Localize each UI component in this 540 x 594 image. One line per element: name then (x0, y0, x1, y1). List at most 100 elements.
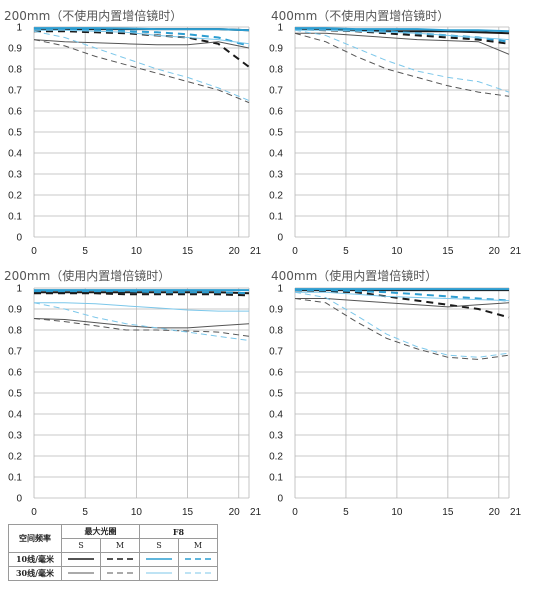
y-tick-label: 0.1 (8, 212, 22, 223)
series-line-2 (34, 292, 250, 297)
x-tick-label: 20 (489, 507, 501, 518)
x-tick-label: 15 (182, 507, 194, 518)
y-tick-label: 0 (277, 494, 283, 505)
y-tick-label: 1 (16, 284, 22, 295)
series-line-3 (33, 318, 250, 329)
y-tick-label: 0.3 (269, 170, 283, 181)
legend-row-30lines: 30线/毫米 (8, 566, 62, 581)
y-tick-label: 0 (277, 233, 283, 244)
legend-swatch-10-f8-s (139, 552, 179, 567)
series-line-7 (34, 302, 249, 312)
x-tick-label: 20 (229, 507, 241, 518)
x-tick-label: 0 (31, 507, 37, 518)
series-line-8 (294, 29, 510, 93)
y-tick-label: 0.4 (269, 410, 283, 421)
x-tick-label: 0 (31, 246, 37, 257)
x-tick-label: 10 (391, 246, 403, 257)
mtf-chart-3: 00.10.20.30.40.50.60.70.80.910 5 10 15 20 21 (8, 284, 261, 519)
series-line-7 (295, 29, 510, 41)
y-tick-label: 1 (277, 284, 283, 295)
legend-header-max-aperture: 最大光圈 (61, 524, 140, 539)
x-tick-label: 20 (229, 246, 241, 257)
legend-swatch-10-max-s (61, 552, 101, 567)
series-line-4 (294, 32, 510, 97)
legend-swatch-30-max-m (100, 566, 140, 581)
y-tick-label: 0.2 (269, 452, 283, 463)
series-line-7 (34, 29, 250, 45)
legend-sub-s-max: S (61, 538, 101, 553)
mtf-chart-4: 00.10.20.30.40.50.60.70.80.910 5 10 15 20 21 (269, 284, 521, 519)
series-line-4 (33, 39, 250, 104)
y-tick-label: 0.8 (269, 65, 283, 76)
y-tick-label: 1 (16, 23, 22, 34)
y-tick-label: 0.1 (8, 473, 22, 484)
legend-sub-m-f8: M (178, 538, 218, 553)
y-tick-label: 0.4 (8, 410, 22, 421)
legend-swatch-10-f8-m (178, 552, 218, 567)
y-tick-label: 0.8 (8, 326, 22, 337)
series-line-4 (33, 318, 250, 337)
y-tick-label: 0.7 (269, 86, 283, 97)
x-tick-label: 5 (343, 507, 349, 518)
y-tick-label: 0.2 (8, 191, 22, 202)
y-tick-label: 0.4 (269, 149, 283, 160)
series-line-3 (295, 298, 510, 308)
y-tick-label: 0.9 (269, 44, 283, 55)
legend-table: 空间频率 最大光圈 F8 S M S M 10线/毫米 30线/毫米 (8, 524, 218, 581)
y-tick-label: 0.7 (269, 347, 283, 358)
y-tick-label: 0.9 (8, 305, 22, 316)
y-tick-label: 0.6 (269, 368, 283, 379)
y-tick-label: 0.5 (8, 128, 22, 139)
series-line-8 (33, 302, 250, 341)
chart-title-400mm-converter: 400mm（使用内置增倍镜时） (271, 269, 438, 283)
x-tick-label: 21 (250, 507, 262, 518)
x-tick-label: 5 (82, 246, 88, 257)
chart-title-400mm-no-converter: 400mm（不使用内置增倍镜时） (271, 9, 450, 23)
y-tick-label: 0 (16, 233, 22, 244)
series-line-5 (34, 27, 250, 32)
x-tick-label: 5 (82, 507, 88, 518)
x-tick-label: 15 (442, 507, 454, 518)
y-tick-label: 0.1 (269, 212, 283, 223)
y-tick-label: 0.5 (269, 389, 283, 400)
legend-swatch-30-f8-m (178, 566, 218, 581)
x-tick-label: 5 (343, 246, 349, 257)
y-tick-label: 0.3 (8, 431, 22, 442)
y-tick-label: 0.3 (269, 431, 283, 442)
legend-swatch-30-f8-s (139, 566, 179, 581)
legend-swatch-10-max-m (100, 552, 140, 567)
mtf-charts-canvas: 00.10.20.30.40.50.60.70.80.910 5 10 15 20 210… (8, 23, 521, 519)
x-tick-label: 0 (292, 246, 298, 257)
series-line-4 (294, 298, 510, 360)
x-tick-label: 20 (489, 246, 501, 257)
y-tick-label: 0.1 (269, 473, 283, 484)
legend-swatch-30-max-s (61, 566, 101, 581)
y-tick-label: 0.3 (8, 170, 22, 181)
y-tick-label: 0.2 (8, 452, 22, 463)
y-tick-label: 0.5 (8, 389, 22, 400)
x-tick-label: 21 (510, 507, 522, 518)
x-tick-label: 10 (131, 246, 143, 257)
legend-header-f8: F8 (139, 524, 218, 539)
x-tick-label: 15 (182, 246, 194, 257)
legend-row-10lines: 10线/毫米 (8, 552, 62, 567)
x-tick-label: 15 (442, 246, 454, 257)
y-tick-label: 0.9 (269, 305, 283, 316)
series-line-3 (295, 32, 510, 55)
series-line-8 (294, 291, 510, 358)
mtf-chart-2: 00.10.20.30.40.50.60.70.80.910 5 10 15 20 21 (269, 23, 521, 258)
legend-header-spatial-frequency: 空间频率 (8, 524, 62, 553)
y-tick-label: 0.9 (8, 44, 22, 55)
y-tick-label: 0.7 (8, 86, 22, 97)
y-tick-label: 0.4 (8, 149, 22, 160)
x-tick-label: 10 (391, 507, 403, 518)
y-tick-label: 0 (16, 494, 22, 505)
series-line-8 (33, 30, 250, 101)
y-tick-label: 0.6 (269, 107, 283, 118)
y-tick-label: 0.6 (8, 368, 22, 379)
x-tick-label: 0 (292, 507, 298, 518)
y-tick-label: 1 (277, 23, 283, 34)
chart-title-200mm-converter: 200mm（使用内置增倍镜时） (4, 269, 171, 283)
y-tick-label: 0.2 (269, 191, 283, 202)
series-line-1 (34, 291, 250, 295)
